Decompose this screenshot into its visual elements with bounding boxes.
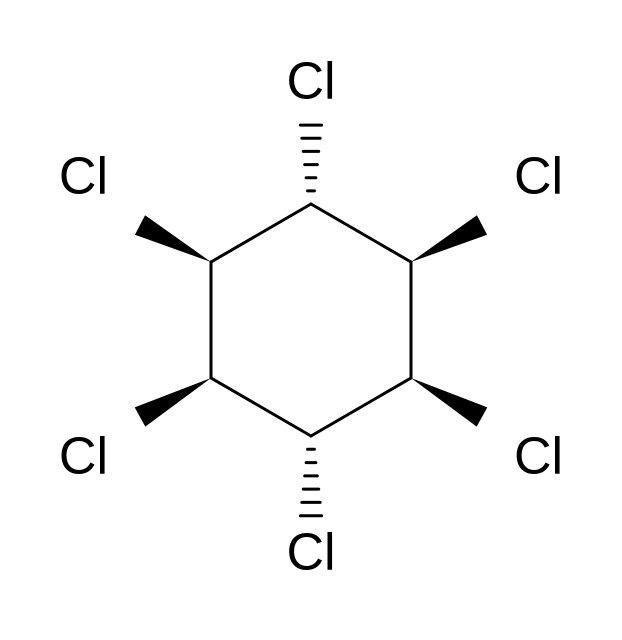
atom-label-cl: Cl — [59, 428, 108, 486]
atom-label-cl: Cl — [286, 53, 335, 111]
molecule-diagram: Cl Cl Cl Cl Cl Cl — [0, 0, 622, 640]
atom-label-cl: Cl — [59, 148, 108, 206]
atom-label-cl: Cl — [286, 524, 335, 582]
atom-label-cl: Cl — [514, 148, 563, 206]
atom-label-cl: Cl — [514, 428, 563, 486]
